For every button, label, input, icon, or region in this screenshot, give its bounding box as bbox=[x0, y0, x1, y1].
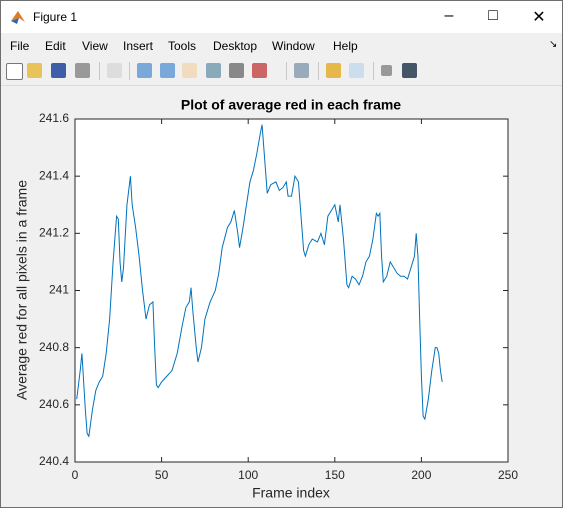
separator bbox=[99, 62, 100, 80]
x-tick-label: 150 bbox=[325, 468, 345, 482]
new-button[interactable] bbox=[6, 63, 23, 80]
y-tick-label: 240.6 bbox=[39, 397, 69, 411]
menu-bar: File Edit View Insert Tools Desktop Wind… bbox=[1, 33, 562, 57]
y-tick-label: 241 bbox=[49, 283, 69, 297]
x-tick-label: 50 bbox=[155, 468, 169, 482]
separator bbox=[129, 62, 130, 80]
maximize-button[interactable]: □ bbox=[488, 7, 498, 24]
menu-item[interactable]: Desktop bbox=[213, 39, 258, 53]
data-line bbox=[76, 124, 443, 438]
axes-box bbox=[74, 118, 509, 463]
zoom-in-button[interactable] bbox=[137, 63, 152, 78]
menu-item[interactable]: Window bbox=[272, 39, 315, 53]
close-button[interactable]: ✕ bbox=[532, 9, 546, 26]
menu-item[interactable]: Tools bbox=[168, 39, 197, 53]
save-button[interactable] bbox=[51, 63, 66, 78]
y-tick-label: 241.6 bbox=[39, 111, 69, 125]
x-tick-label: 0 bbox=[72, 468, 79, 482]
window-title: Figure 1 bbox=[33, 10, 78, 24]
open-button[interactable] bbox=[27, 63, 42, 78]
menu-item[interactable]: View bbox=[82, 39, 108, 53]
rotate-button[interactable] bbox=[206, 63, 221, 78]
y-tick-label: 241.2 bbox=[39, 226, 69, 240]
matlab-icon bbox=[11, 11, 25, 24]
print-button[interactable] bbox=[75, 63, 90, 78]
colorbar-button[interactable] bbox=[326, 63, 341, 78]
separator bbox=[318, 62, 319, 80]
brush-button[interactable] bbox=[252, 63, 267, 78]
menu-item[interactable]: Edit bbox=[45, 39, 66, 53]
toolbar bbox=[1, 57, 562, 86]
y-axis-label: Average red for all pixels in a frame bbox=[14, 180, 30, 400]
title-bar: Figure 1 – □ ✕ bbox=[1, 1, 562, 33]
y-tick-label: 241.4 bbox=[39, 168, 69, 182]
x-tick-label: 200 bbox=[411, 468, 431, 482]
menu-item[interactable]: Help bbox=[333, 39, 358, 53]
menu-item[interactable]: File bbox=[10, 39, 30, 53]
x-tick-label: 250 bbox=[498, 468, 518, 482]
zoom-out-button[interactable] bbox=[160, 63, 175, 78]
dock-arrow[interactable]: ↘ bbox=[549, 39, 558, 50]
legend-button[interactable] bbox=[349, 63, 364, 78]
plot-area bbox=[75, 119, 508, 462]
x-axis-label: Frame index bbox=[252, 485, 330, 501]
pointer-button[interactable] bbox=[107, 63, 122, 78]
minimize-button[interactable]: – bbox=[444, 7, 454, 24]
pan-button[interactable] bbox=[182, 63, 197, 78]
hide-tools-button[interactable] bbox=[381, 65, 392, 76]
x-tick-label: 100 bbox=[238, 468, 258, 482]
datacursor-button[interactable] bbox=[229, 63, 244, 78]
y-tick-label: 240.8 bbox=[39, 340, 69, 354]
y-tick-label: 240.4 bbox=[39, 454, 69, 468]
link-button[interactable] bbox=[294, 63, 309, 78]
menu-item[interactable]: Insert bbox=[123, 39, 154, 53]
separator bbox=[286, 62, 287, 80]
chart-title: Plot of average red in each frame bbox=[181, 97, 401, 113]
separator bbox=[373, 62, 374, 80]
dock-button[interactable] bbox=[402, 63, 417, 78]
